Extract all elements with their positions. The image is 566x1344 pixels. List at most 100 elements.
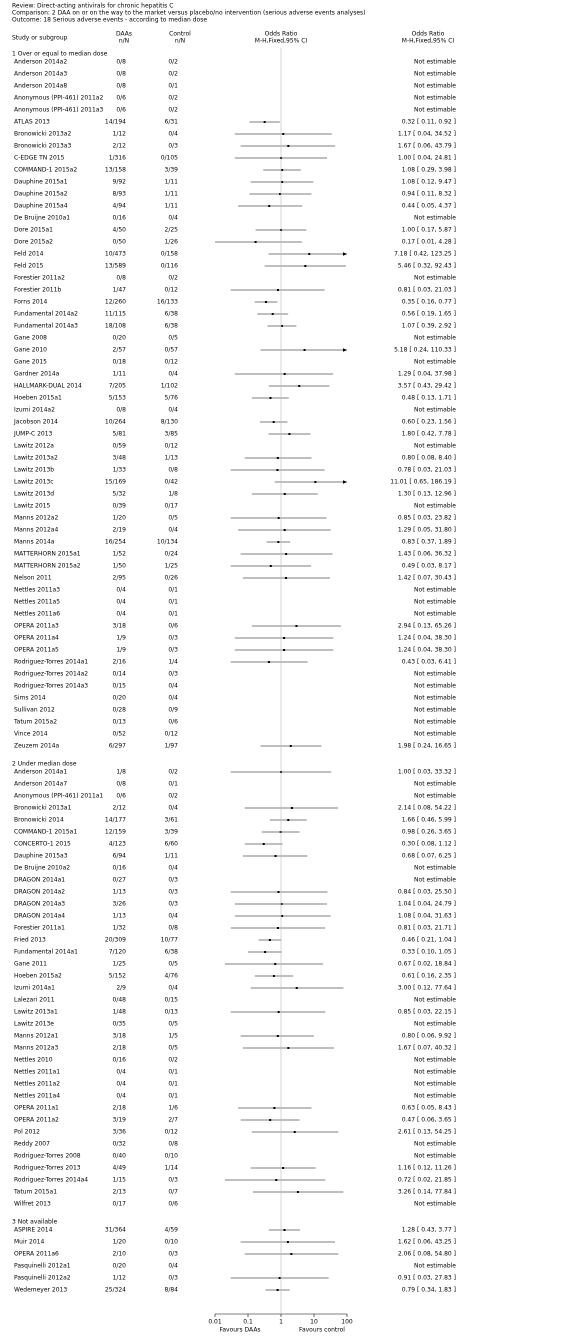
point-estimate bbox=[276, 1289, 279, 1291]
study-name: Dauphine 2015a1 bbox=[14, 179, 68, 186]
control-events: 0/2 bbox=[168, 71, 178, 78]
estimate-label: 0.91 [ 0.03, 27.83 ] bbox=[398, 1275, 456, 1282]
study-name: DRAGON 2014a4 bbox=[14, 913, 65, 920]
study-name: Dore 2015a2 bbox=[14, 239, 53, 246]
control-events: 0/8 bbox=[168, 467, 178, 474]
control-events: 1/25 bbox=[165, 563, 179, 570]
daas-events: 13/158 bbox=[105, 167, 126, 174]
study-name: Dore 2015a1 bbox=[14, 227, 53, 234]
daas-events: 1/15 bbox=[113, 1177, 127, 1184]
estimate-label: 1.00 [ 0.04, 24.81 ] bbox=[398, 155, 456, 162]
study-name: Nettles 2011a5 bbox=[14, 599, 60, 606]
control-events: 1/8 bbox=[168, 491, 178, 498]
estimate-label: 1.16 [ 0.12, 11.26 ] bbox=[398, 1165, 456, 1172]
control-events: 0/3 bbox=[168, 1177, 178, 1184]
daas-events: 0/4 bbox=[116, 611, 126, 618]
point-estimate bbox=[290, 807, 293, 809]
point-estimate bbox=[303, 349, 306, 351]
daas-events: 1/9 bbox=[116, 647, 126, 654]
estimate-label: 0.68 [ 0.07, 6.25 ] bbox=[402, 853, 456, 860]
daas-events: 2/13 bbox=[113, 1189, 127, 1196]
estimate-label: 2.14 [ 0.08, 54.22 ] bbox=[398, 805, 456, 812]
control-events: 0/7 bbox=[168, 1189, 178, 1196]
daas-events: 13/589 bbox=[105, 263, 126, 270]
daas-events: 9/92 bbox=[113, 179, 127, 186]
daas-events: 1/13 bbox=[113, 913, 127, 920]
study-name: Anonymous (PPI-461) 2011a1 bbox=[14, 793, 103, 800]
control-events: 16/133 bbox=[157, 299, 178, 306]
point-estimate bbox=[290, 1253, 293, 1255]
daas-events: 2/57 bbox=[113, 347, 127, 354]
control-events: 0/4 bbox=[168, 695, 178, 702]
daas-events: 12/260 bbox=[105, 299, 126, 306]
study-name: Anonymous (PPI-461) 2011a3 bbox=[14, 107, 103, 114]
study-name: Manns 2012a2 bbox=[14, 515, 58, 522]
estimate-label: 0.85 [ 0.03, 22.15 ] bbox=[398, 1009, 456, 1016]
estimate-label: Not estimable bbox=[414, 793, 456, 800]
daas-events: 3/48 bbox=[113, 455, 127, 462]
estimate-label: 0.79 [ 0.34, 1.83 ] bbox=[402, 1287, 456, 1294]
point-estimate bbox=[314, 481, 317, 483]
estimate-label: 0.80 [ 0.06, 9.92 ] bbox=[402, 1033, 456, 1040]
control-events: 5/76 bbox=[165, 395, 179, 402]
estimate-label: Not estimable bbox=[414, 335, 456, 342]
control-events: 1/4 bbox=[168, 659, 178, 666]
estimate-label: 0.84 [ 0.03, 25.50 ] bbox=[398, 889, 456, 896]
daas-events: 0/52 bbox=[113, 731, 127, 738]
estimate-label: Not estimable bbox=[414, 781, 456, 788]
daas-events: 0/16 bbox=[113, 865, 127, 872]
control-events: 0/24 bbox=[165, 551, 179, 558]
control-events: 0/4 bbox=[168, 407, 178, 414]
point-estimate bbox=[308, 253, 311, 255]
study-name: Anderson 2014a8 bbox=[14, 83, 67, 90]
control-events: 0/4 bbox=[168, 985, 178, 992]
subgroup-title: 1 Over or equal to median dose bbox=[12, 51, 108, 58]
point-estimate bbox=[283, 493, 286, 495]
study-name: Rodriguez-Torres 2013 bbox=[14, 1165, 81, 1172]
point-estimate bbox=[285, 553, 288, 555]
control-events: 0/13 bbox=[165, 1009, 179, 1016]
daas-events: 0/18 bbox=[113, 359, 127, 366]
control-events: 3/39 bbox=[165, 167, 179, 174]
study-name: Nettles 2011a3 bbox=[14, 587, 60, 594]
point-estimate bbox=[277, 541, 280, 543]
study-name: Bronowicki 2013a3 bbox=[14, 143, 71, 150]
daas-events: 0/28 bbox=[113, 707, 127, 714]
point-estimate bbox=[283, 1229, 286, 1231]
study-name: Nettles 2010 bbox=[14, 1057, 53, 1064]
estimate-label: Not estimable bbox=[414, 407, 456, 414]
estimate-label: 1.24 [ 0.04, 38.30 ] bbox=[398, 647, 456, 654]
daas-events: 0/15 bbox=[113, 683, 127, 690]
estimate-label: 1.08 [ 0.29, 3.98 ] bbox=[402, 167, 456, 174]
study-name: Lawitz 2013a1 bbox=[14, 1009, 58, 1016]
estimate-label: 0.80 [ 0.08, 8.40 ] bbox=[402, 455, 456, 462]
point-estimate bbox=[275, 1179, 278, 1181]
daas-events: 1/11 bbox=[113, 371, 127, 378]
study-name: Wedemeyer 2013 bbox=[14, 1287, 67, 1294]
study-name: Pasquinelli 2012a2 bbox=[14, 1275, 71, 1282]
daas-events: 6/297 bbox=[109, 743, 126, 750]
estimate-label: 1.62 [ 0.06, 43.25 ] bbox=[398, 1239, 456, 1246]
control-events: 0/12 bbox=[165, 443, 179, 450]
control-events: 0/3 bbox=[168, 671, 178, 678]
daas-events: 1/20 bbox=[113, 515, 127, 522]
study-name: Forestier 2011a2 bbox=[14, 275, 65, 282]
estimate-label: 0.67 [ 0.02, 18.84 ] bbox=[398, 961, 456, 968]
daas-events: 0/6 bbox=[116, 95, 126, 102]
daas-events: 0/14 bbox=[113, 671, 127, 678]
daas-events: 8/93 bbox=[113, 191, 127, 198]
estimate-label: 1.07 [ 0.39, 2.92 ] bbox=[402, 323, 456, 330]
control-events: 0/12 bbox=[165, 359, 179, 366]
point-estimate bbox=[276, 289, 279, 291]
point-estimate bbox=[276, 469, 279, 471]
review: Review: Direct-acting antivirals for chr… bbox=[12, 3, 173, 10]
daas-events: 4/49 bbox=[113, 1165, 127, 1172]
control-events: 0/4 bbox=[168, 913, 178, 920]
study-name: Manns 2012a4 bbox=[14, 527, 58, 534]
estimate-label: 0.48 [ 0.13, 1.71 ] bbox=[402, 395, 456, 402]
estimate-label: Not estimable bbox=[414, 997, 456, 1004]
study-name: Forestier 2011b bbox=[14, 287, 61, 294]
control-events: 1/11 bbox=[165, 853, 179, 860]
